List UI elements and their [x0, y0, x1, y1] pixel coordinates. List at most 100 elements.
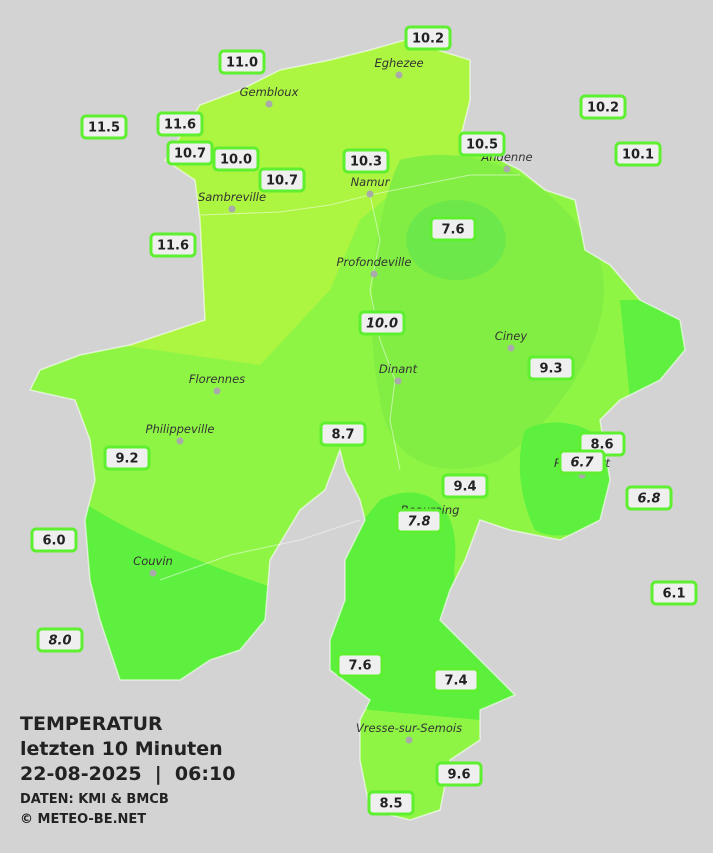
- station-box: [156, 111, 204, 137]
- station: 11.5: [80, 114, 128, 140]
- station-box: [650, 580, 698, 606]
- city-dot: [176, 437, 184, 445]
- station: 11.6: [149, 232, 197, 258]
- station-value: 9.3: [539, 362, 562, 377]
- station: 10.3: [342, 148, 390, 174]
- station-box: [358, 310, 406, 336]
- station-value: 10.2: [587, 101, 619, 116]
- station: 10.0: [212, 146, 260, 172]
- station-value: 8.5: [379, 797, 402, 812]
- city-dot: [149, 569, 157, 577]
- city-dot: [265, 100, 273, 108]
- station-box: [80, 114, 128, 140]
- station: 9.3: [527, 355, 575, 381]
- station-value: 11.6: [157, 239, 189, 254]
- station-value: 6.0: [42, 534, 65, 549]
- station: 11.6: [156, 111, 204, 137]
- station-box: [319, 421, 367, 447]
- station: 7.6: [336, 652, 384, 678]
- station: 6.8: [625, 485, 673, 511]
- station-value: 10.7: [174, 147, 206, 162]
- station-box: [336, 652, 384, 678]
- station: 7.4: [432, 667, 480, 693]
- city-label: Eghezee: [374, 56, 423, 70]
- station-value: 7.6: [348, 659, 371, 674]
- station-value: 11.5: [88, 121, 120, 136]
- station: 10.2: [404, 25, 452, 51]
- station: 10.1: [614, 141, 662, 167]
- city-label: Vresse-sur-Semois: [356, 721, 462, 735]
- station-box: [258, 167, 306, 193]
- station-value: 8.6: [590, 438, 613, 453]
- station: 9.2: [103, 445, 151, 471]
- river: [369, 194, 401, 471]
- station-box: [103, 445, 151, 471]
- station-value: 7.6: [441, 223, 464, 238]
- city-label: Profondeville: [337, 255, 412, 269]
- station-value: 8.0: [48, 634, 71, 649]
- station-box: [30, 527, 78, 553]
- station: 6.0: [30, 527, 78, 553]
- city-label: Gembloux: [240, 85, 299, 99]
- station-value: 11.6: [164, 118, 196, 133]
- station-box: [166, 140, 214, 166]
- station-value: 6.8: [637, 492, 660, 507]
- city-label: Florennes: [189, 372, 245, 386]
- city-label: Sambreville: [198, 190, 266, 204]
- station: 7.6: [429, 216, 477, 242]
- station: 9.4: [441, 473, 489, 499]
- city-dot: [503, 165, 511, 173]
- city-label: Couvin: [133, 554, 173, 568]
- station: 10.7: [166, 140, 214, 166]
- station-box: [395, 508, 443, 534]
- station-box: [441, 473, 489, 499]
- station: 10.2: [579, 94, 627, 120]
- city-dot: [395, 71, 403, 79]
- river: [159, 519, 361, 581]
- city-dot: [366, 190, 374, 198]
- station-value: 9.6: [447, 768, 470, 783]
- station: 10.0: [358, 310, 406, 336]
- station-value: 6.1: [662, 587, 685, 602]
- station-value: 10.3: [350, 155, 382, 170]
- city-dot: [213, 387, 221, 395]
- station-value: 10.5: [466, 138, 498, 153]
- datetime: 22-08-2025 | 06:10: [20, 763, 235, 785]
- station-box: [614, 141, 662, 167]
- station-value: 11.0: [226, 56, 258, 71]
- station-box: [625, 485, 673, 511]
- station: 7.8: [395, 508, 443, 534]
- station-box: [527, 355, 575, 381]
- source: DATEN: KMI & BMCB: [20, 792, 169, 807]
- station-value: 7.8: [407, 515, 430, 530]
- station: 10.7: [258, 167, 306, 193]
- city-label: Namur: [351, 175, 391, 189]
- station-box: [429, 216, 477, 242]
- station-box: [367, 790, 415, 816]
- city-label: Ciney: [495, 329, 528, 343]
- station-box: [432, 667, 480, 693]
- station-box: [579, 94, 627, 120]
- station: 8.7: [319, 421, 367, 447]
- station: 8.5: [367, 790, 415, 816]
- station-value: 9.4: [453, 480, 476, 495]
- station-value: 10.2: [412, 32, 444, 47]
- station-box: [435, 761, 483, 787]
- station-box: [149, 232, 197, 258]
- station-value: 9.2: [115, 452, 138, 467]
- station-value: 10.7: [266, 174, 298, 189]
- station: 10.5: [458, 131, 506, 157]
- city-dot: [394, 377, 402, 385]
- station-value: 7.4: [444, 674, 467, 689]
- station-box: [212, 146, 260, 172]
- station-value: 10.0: [366, 317, 398, 332]
- credit: © METEO-BE.NET: [20, 812, 146, 827]
- title: TEMPERATUR: [20, 713, 163, 735]
- subtitle: letzten 10 Minuten: [20, 738, 223, 760]
- station-box: [342, 148, 390, 174]
- station-box: [218, 49, 266, 75]
- city-dot: [228, 205, 236, 213]
- city-dot: [405, 736, 413, 744]
- station-value: 8.7: [331, 428, 354, 443]
